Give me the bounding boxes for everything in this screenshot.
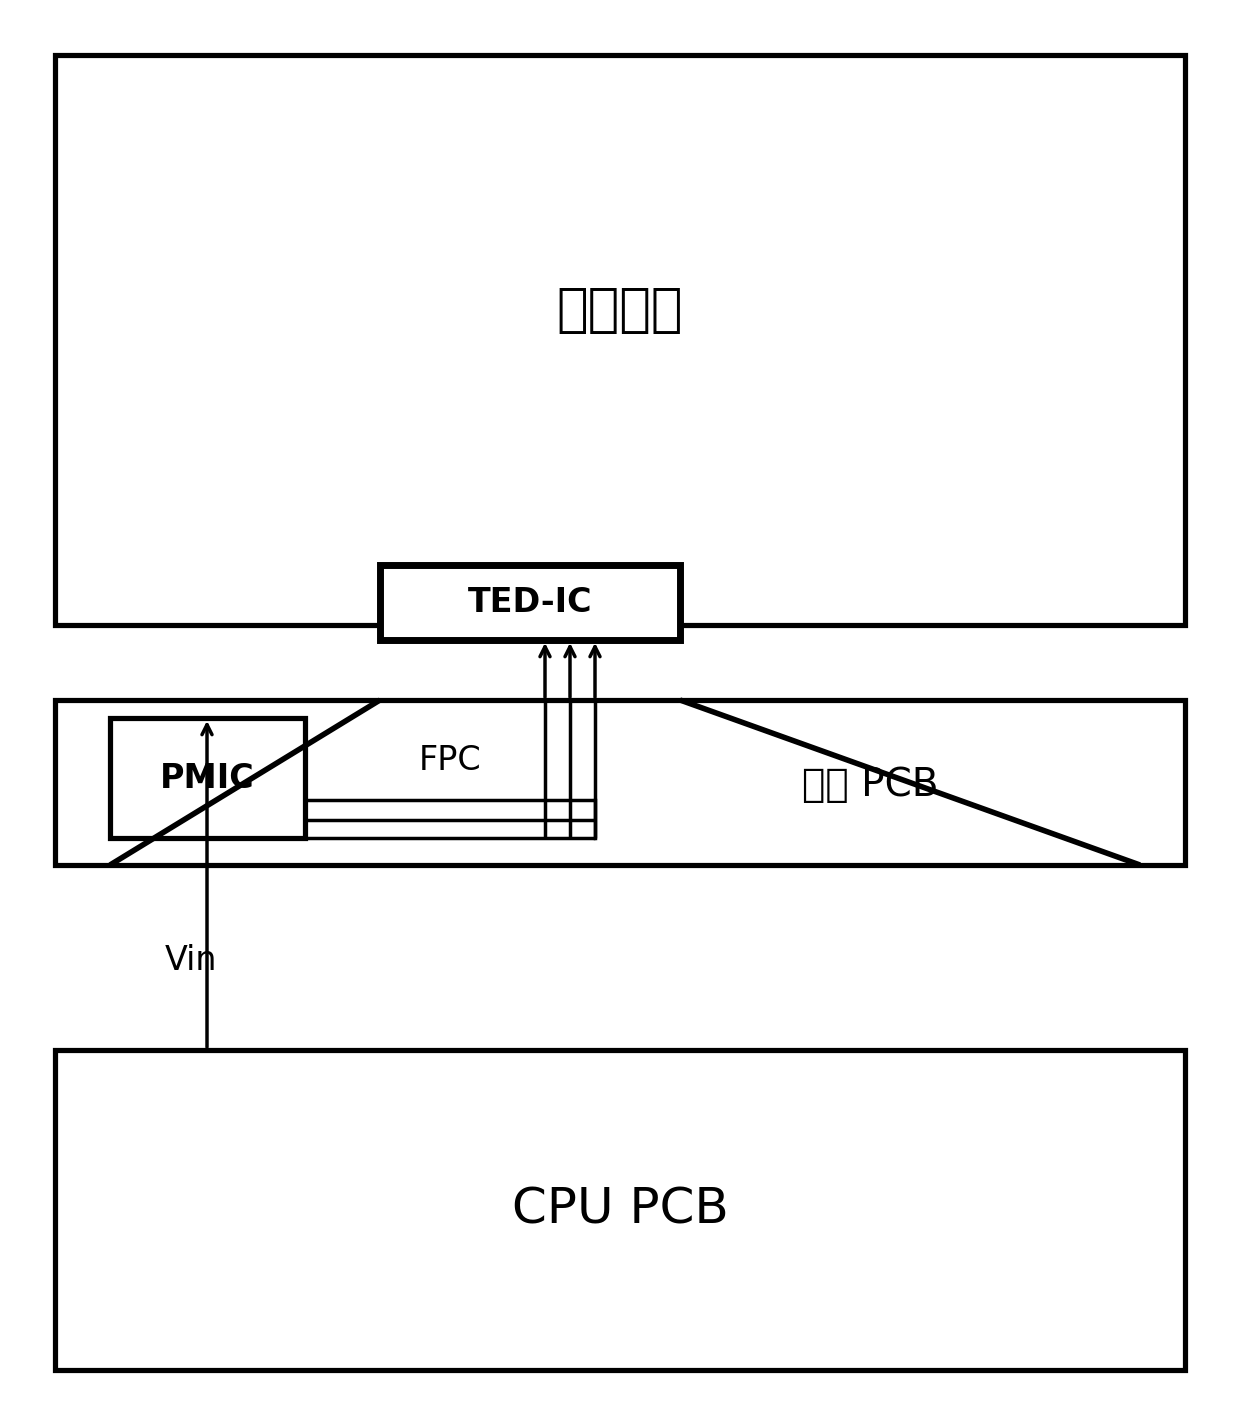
- Text: CPU PCB: CPU PCB: [512, 1185, 728, 1234]
- Bar: [110, 719, 305, 838]
- Bar: [55, 1050, 1185, 1370]
- Text: 显示面板: 显示面板: [557, 285, 683, 336]
- Bar: [379, 565, 680, 640]
- Bar: [55, 55, 1185, 625]
- Text: PMIC: PMIC: [160, 761, 254, 794]
- Text: TED-IC: TED-IC: [467, 586, 593, 619]
- Bar: [55, 700, 1185, 865]
- Text: FPC: FPC: [419, 743, 481, 777]
- Text: 面板 PCB: 面板 PCB: [802, 766, 939, 804]
- Text: Vin: Vin: [165, 943, 217, 976]
